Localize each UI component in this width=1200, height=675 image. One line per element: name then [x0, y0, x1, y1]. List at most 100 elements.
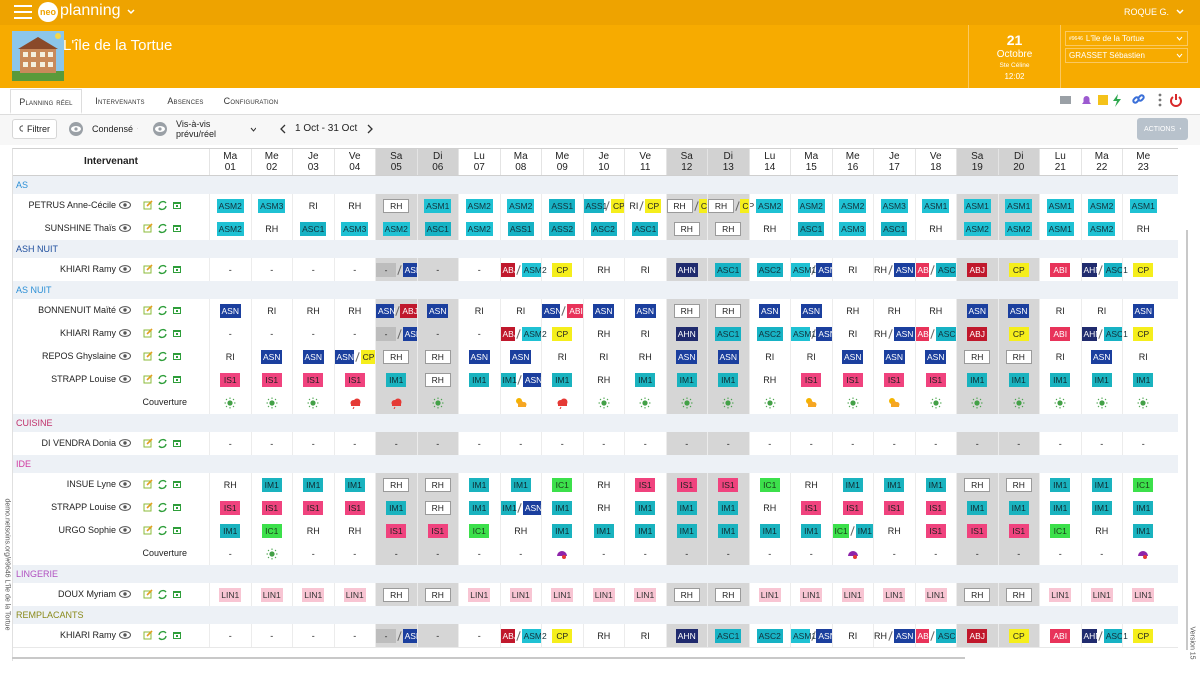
shift-badge[interactable]: ASM2 — [521, 326, 547, 341]
sync-icon[interactable] — [157, 438, 168, 449]
shift-badge[interactable]: ASM2 — [756, 198, 784, 213]
sync-icon[interactable] — [157, 264, 168, 275]
shift-badge[interactable]: IM1 — [469, 500, 490, 515]
edit-icon[interactable] — [143, 479, 153, 489]
shift-badge[interactable]: ABI — [915, 628, 932, 643]
mail-icon[interactable] — [1060, 96, 1071, 104]
shift-badge[interactable]: CP — [552, 326, 573, 341]
sync-icon[interactable] — [157, 305, 168, 316]
shift-text[interactable]: RH — [383, 198, 410, 213]
shift-text[interactable]: RI — [640, 264, 650, 275]
shift-badge[interactable]: ASN — [1091, 349, 1113, 364]
shift-badge[interactable]: ASN — [402, 326, 423, 341]
shift-text[interactable]: RI — [848, 264, 858, 275]
shift-badge[interactable]: IS1 — [386, 523, 407, 538]
shift-badge[interactable]: IM1 — [884, 477, 905, 492]
shift-text[interactable]: - — [477, 438, 481, 449]
view-icon[interactable] — [119, 352, 131, 360]
shift-text[interactable]: - — [934, 438, 938, 449]
shift-badge[interactable]: ASM2 — [839, 198, 867, 213]
shift-text[interactable]: RH — [348, 200, 362, 211]
shift-badge[interactable]: ASM2 — [216, 221, 244, 236]
edit-icon[interactable] — [143, 200, 153, 210]
shift-text[interactable]: RH — [887, 305, 901, 316]
shift-badge[interactable]: IM1 — [303, 477, 324, 492]
shift-badge[interactable]: ABI — [1050, 262, 1071, 277]
shift-text[interactable]: RH — [597, 328, 611, 339]
sync-icon[interactable] — [157, 200, 168, 211]
shift-text[interactable]: - — [477, 548, 481, 559]
edit-icon[interactable] — [143, 328, 153, 338]
shift-text[interactable]: - — [1058, 548, 1062, 559]
shift-badge[interactable]: IC1 — [832, 523, 849, 538]
shift-badge[interactable]: IM1 — [1133, 500, 1154, 515]
shift-text[interactable]: - — [975, 548, 979, 559]
shift-badge[interactable]: IM1 — [718, 500, 739, 515]
shift-badge[interactable]: IS1 — [842, 372, 863, 387]
calendar-icon[interactable] — [172, 264, 182, 274]
shift-badge[interactable]: IC1 — [552, 477, 573, 492]
shift-badge[interactable]: ASN — [816, 326, 836, 341]
shift-badge[interactable]: IM1 — [1091, 477, 1112, 492]
shift-text[interactable]: - — [851, 438, 855, 449]
shift-badge[interactable]: ABJ — [400, 303, 418, 318]
shift-text[interactable]: RI — [629, 200, 639, 211]
shift-badge[interactable]: ASC2 — [756, 262, 783, 277]
shift-text[interactable]: RH — [597, 502, 611, 513]
shift-badge[interactable]: ASN — [893, 262, 915, 277]
shift-text[interactable]: - — [270, 630, 274, 641]
shift-text[interactable]: RH — [514, 525, 528, 536]
shift-badge[interactable]: CP — [698, 198, 713, 213]
bell-icon[interactable] — [1082, 96, 1091, 104]
shift-text[interactable]: - — [228, 630, 232, 641]
shift-badge[interactable]: ASC1 — [1103, 326, 1128, 341]
shift-badge[interactable]: IS1 — [220, 500, 241, 515]
shift-badge[interactable]: IC1 — [759, 477, 780, 492]
shift-text[interactable]: RI — [848, 328, 858, 339]
shift-text[interactable]: RI — [516, 305, 526, 316]
sync-icon[interactable] — [157, 328, 168, 339]
shift-badge[interactable]: ASM3 — [839, 221, 867, 236]
shift-badge[interactable]: LIN1 — [758, 587, 781, 602]
shift-text[interactable]: RH — [348, 305, 362, 316]
shift-badge[interactable]: LIN1 — [1090, 587, 1113, 602]
shift-badge[interactable]: ASN — [261, 349, 283, 364]
sync-icon[interactable] — [157, 502, 168, 513]
shift-badge[interactable]: ASN — [1132, 303, 1154, 318]
bolt-icon[interactable] — [1113, 94, 1121, 107]
shift-text[interactable]: - — [809, 548, 813, 559]
shift-badge[interactable]: IM1 — [759, 523, 780, 538]
shift-text[interactable]: RI — [848, 630, 858, 641]
shift-badge[interactable]: ASM2 — [1088, 198, 1116, 213]
calendar-icon[interactable] — [172, 589, 182, 599]
tab[interactable]: Intervenants — [95, 96, 145, 106]
shift-text[interactable]: - — [768, 548, 772, 559]
shift-badge[interactable]: CP — [1008, 628, 1029, 643]
shift-badge[interactable]: LIN1 — [468, 587, 491, 602]
sync-icon[interactable] — [157, 351, 168, 362]
shift-badge[interactable]: IS1 — [925, 500, 946, 515]
shift-text[interactable]: - — [394, 548, 398, 559]
shift-badge[interactable]: ASN — [893, 326, 915, 341]
shift-text[interactable]: RH — [763, 502, 777, 513]
shift-badge[interactable]: IM1 — [967, 372, 988, 387]
shift-text[interactable]: RH — [638, 351, 652, 362]
shift-text[interactable]: - — [685, 548, 689, 559]
shift-text[interactable]: RH — [804, 479, 818, 490]
edit-icon[interactable] — [143, 305, 153, 315]
power-icon[interactable] — [1170, 94, 1182, 107]
sync-icon[interactable] — [157, 374, 168, 385]
edit-icon[interactable] — [143, 502, 153, 512]
shift-badge[interactable]: AHN — [1081, 262, 1102, 277]
shift-badge[interactable]: ASM2 — [1005, 221, 1033, 236]
shift-text[interactable]: RH — [874, 630, 887, 641]
shift-badge[interactable]: ASM2 — [216, 198, 244, 213]
shift-text[interactable]: - — [975, 438, 979, 449]
shift-badge[interactable]: IM1 — [635, 500, 656, 515]
mode-select[interactable]: Vis-à-vis prévu/réel — [170, 119, 262, 139]
edit-icon[interactable] — [143, 264, 153, 274]
shift-badge[interactable]: ASN — [219, 303, 241, 318]
shift-text[interactable]: - — [1100, 438, 1104, 449]
shift-text[interactable]: RH — [715, 587, 742, 602]
calendar-icon[interactable] — [172, 305, 182, 315]
